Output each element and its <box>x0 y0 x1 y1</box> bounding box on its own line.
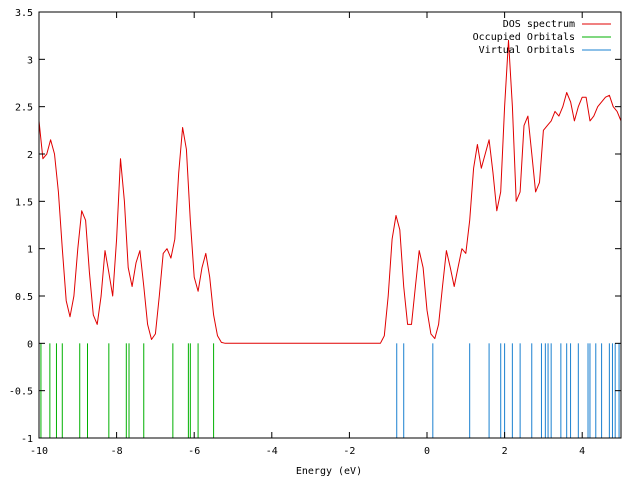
line-layer <box>38 39 622 344</box>
x-tick-label: -6 <box>188 446 200 457</box>
y-tick-label: -1 <box>21 434 33 445</box>
x-axis-title: Energy (eV) <box>296 466 362 477</box>
legend-entry-virtual-orbitals: Virtual Orbitals <box>479 45 611 56</box>
tick-label-layer: -10 -8 -6 -4 -2 0 2 4 -1 -0.5 0 0.5 1 1.5 2 2.5 3 3.5 <box>9 8 585 457</box>
plot-frame <box>38 11 622 439</box>
x-tick-label: 0 <box>424 446 430 457</box>
x-tick-label: -10 <box>30 446 48 457</box>
x-tick-label: 4 <box>579 446 585 457</box>
x-tick-label: -2 <box>343 446 355 457</box>
legend-entry-occupied-orbitals: Occupied Orbitals <box>473 32 611 43</box>
y-tick-label: -0.5 <box>9 387 33 398</box>
x-tick-label: -4 <box>266 446 278 457</box>
dos-spectrum-line <box>38 39 622 344</box>
x-tick-label: -8 <box>111 446 123 457</box>
y-tick-label: 0.5 <box>15 292 33 303</box>
y-tick-label: 1 <box>27 245 33 256</box>
y-tick-label: 0 <box>27 339 33 350</box>
impulse-layer <box>40 343 620 438</box>
y-tick-label: 3.5 <box>15 8 33 19</box>
axes-layer <box>38 11 622 439</box>
legend-label: Virtual Orbitals <box>479 45 575 56</box>
legend-label: Occupied Orbitals <box>473 32 575 43</box>
y-tick-label: 2 <box>27 150 33 161</box>
legend: DOS spectrum Occupied Orbitals Virtual Orb… <box>473 19 611 56</box>
legend-label: DOS spectrum <box>503 19 575 30</box>
x-tick-label: 2 <box>502 446 508 457</box>
legend-entry-dos-spectrum: DOS spectrum <box>503 19 611 30</box>
y-tick-label: 3 <box>27 55 33 66</box>
y-tick-label: 1.5 <box>15 197 33 208</box>
y-tick-label: 2.5 <box>15 103 33 114</box>
